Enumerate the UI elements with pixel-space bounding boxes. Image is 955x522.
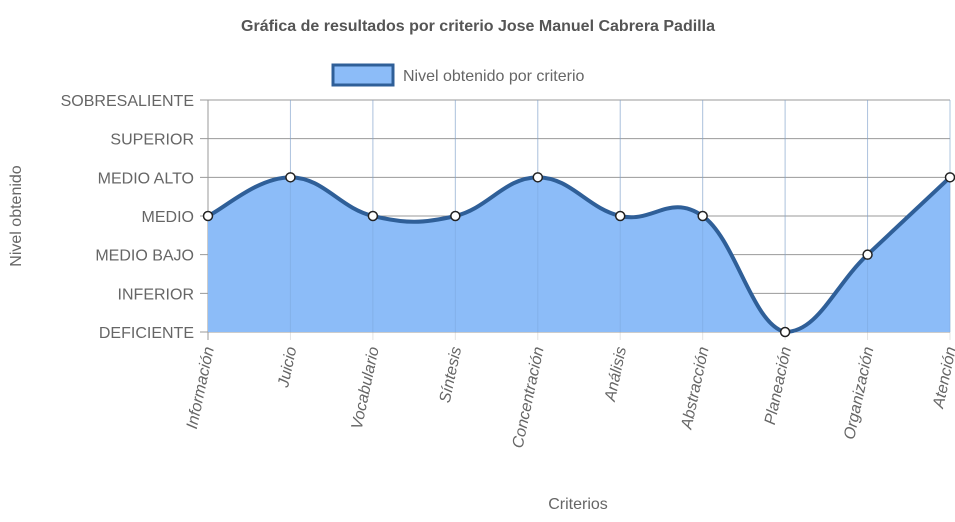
data-point	[532, 172, 544, 183]
legend-label: Nivel obtenido por criterio	[403, 68, 585, 85]
y-tick-label: MEDIO BAJO	[95, 248, 194, 265]
x-tick-label: Juicio	[275, 345, 300, 390]
data-point	[862, 249, 873, 260]
y-tick-label: SOBRESALIENTE	[61, 93, 194, 110]
legend[interactable]: Nivel obtenido por criterio	[331, 63, 585, 87]
data-point	[944, 172, 955, 183]
x-tick-label: Síntesis	[437, 345, 465, 404]
y-axis-title: Nivel obtenido	[8, 165, 25, 267]
data-point	[614, 210, 626, 222]
data-point	[779, 326, 791, 338]
x-tick-label: Vocabulario	[349, 345, 383, 431]
x-tick-label: Planeación	[762, 345, 795, 426]
y-tick-label: INFERIOR	[118, 286, 194, 303]
x-axis-ticks: Información Juicio Vocabulario Síntesis Conc…	[184, 345, 955, 450]
y-tick-label: MEDIO ALTO	[98, 170, 194, 187]
x-tick-label: Organización	[841, 345, 877, 441]
y-tick-label: DEFICIENTE	[99, 325, 194, 342]
data-point	[202, 210, 214, 222]
y-axis-ticks: DEFICIENTE INFERIOR MEDIO BAJO MEDIO MEDIO A…	[61, 93, 194, 342]
data-point	[697, 210, 708, 222]
x-tick-label: Análisis	[602, 345, 630, 403]
x-tick-label: Concentración	[510, 345, 548, 450]
series-line	[207, 175, 952, 334]
y-tick-label: SUPERIOR	[110, 132, 194, 149]
y-tick-label: MEDIO	[142, 209, 194, 226]
point-layer	[202, 172, 955, 338]
series-area	[208, 177, 950, 332]
x-tick-label: Atención	[930, 345, 955, 411]
data-point	[367, 210, 379, 222]
x-tick-label: Información	[184, 345, 218, 430]
data-point	[450, 210, 461, 222]
x-tick-label: Abstracción	[678, 345, 712, 431]
data-point	[285, 172, 296, 183]
chart-title: Gráfica de resultados por criterio Jose …	[241, 18, 715, 35]
legend-swatch	[331, 63, 395, 87]
line-layer	[207, 175, 952, 334]
x-axis-title: Criterios	[548, 496, 608, 513]
